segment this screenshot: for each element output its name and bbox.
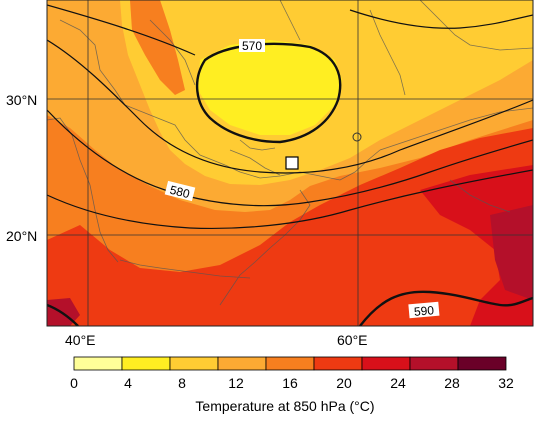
contour-570 bbox=[195, 42, 342, 144]
colorbar-swatch bbox=[409, 356, 459, 371]
contour-label-590: 590 bbox=[408, 301, 440, 319]
colorbar bbox=[73, 356, 507, 371]
map-frame bbox=[46, 0, 534, 327]
colorbar-swatch bbox=[73, 356, 123, 371]
colorbar-swatch bbox=[217, 356, 267, 371]
temperature-field-28-32 bbox=[490, 205, 533, 300]
colorbar-tick-label: 32 bbox=[498, 375, 514, 391]
colorbar-tick-label: 28 bbox=[444, 375, 460, 391]
contour-label-590-text: 590 bbox=[413, 303, 434, 319]
colorbar-ticks: 0 4 8 12 16 20 24 28 32 bbox=[70, 375, 514, 391]
colorbar-swatch bbox=[361, 356, 411, 371]
geopotential-contours bbox=[47, 4, 533, 326]
colorbar-swatch bbox=[457, 356, 507, 371]
temperature-field-16-20-northwest bbox=[130, 0, 185, 95]
colorbar-tick-label: 16 bbox=[282, 375, 298, 391]
site-marker-circle bbox=[352, 132, 362, 142]
colorbar-tick-label: 12 bbox=[228, 375, 244, 391]
temperature-field-4-8 bbox=[198, 40, 342, 135]
longitude-label-60e: 60°E bbox=[337, 332, 368, 348]
contour-580 bbox=[47, 109, 533, 207]
colorbar-swatch bbox=[121, 356, 171, 371]
contour-upper-right bbox=[349, 9, 533, 29]
colorbar-tick-label: 24 bbox=[390, 375, 406, 391]
colorbar-tick-label: 4 bbox=[124, 375, 132, 391]
contour-590 bbox=[359, 290, 533, 326]
site-marker-square bbox=[285, 156, 299, 170]
temperature-field-20-24 bbox=[47, 128, 533, 326]
longitude-label-40e: 40°E bbox=[65, 332, 96, 348]
contour-label-570-text: 570 bbox=[242, 39, 262, 53]
latitude-label-20n: 20°N bbox=[6, 228, 37, 244]
coastlines-and-borders bbox=[47, 0, 533, 306]
colorbar-tick-label: 8 bbox=[178, 375, 186, 391]
map-panel: 570 580 590 bbox=[47, 0, 533, 326]
contour-label-580: 580 bbox=[164, 180, 196, 202]
colorbar-swatch bbox=[265, 356, 315, 371]
colorbar-tick-label: 20 bbox=[336, 375, 352, 391]
colorbar-title: Temperature at 850 hPa (°C) bbox=[195, 398, 374, 414]
contour-upper bbox=[47, 4, 196, 56]
contour-585 bbox=[47, 169, 533, 230]
colorbar-swatch bbox=[313, 356, 363, 371]
latitude-label-30n: 30°N bbox=[6, 92, 37, 108]
graticule bbox=[47, 0, 533, 326]
contour-label-570: 570 bbox=[239, 39, 265, 53]
contour-label-580-text: 580 bbox=[168, 183, 191, 202]
colorbar-swatch bbox=[169, 356, 219, 371]
contour-575 bbox=[47, 39, 533, 174]
colorbar-tick-label: 0 bbox=[70, 375, 78, 391]
contour-590-west bbox=[47, 303, 79, 326]
